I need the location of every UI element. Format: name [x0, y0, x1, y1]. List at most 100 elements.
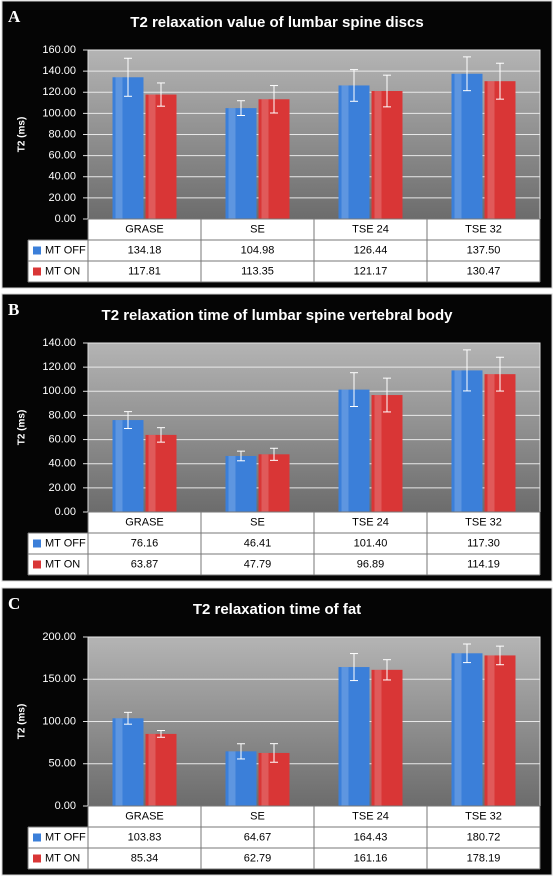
y-axis-title: T2 (ms) — [17, 704, 28, 740]
y-tick-label: 140.00 — [42, 337, 76, 349]
bar — [258, 99, 290, 219]
bar-highlight — [374, 91, 382, 219]
legend-key — [33, 539, 41, 548]
y-tick-label: 0.00 — [55, 213, 76, 225]
y-tick-label: 120.00 — [42, 86, 76, 98]
bar — [338, 85, 370, 219]
bar-highlight — [341, 85, 349, 219]
x-tick-label: SE — [250, 223, 265, 235]
table-value: 103.83 — [128, 831, 162, 843]
bar — [451, 73, 483, 219]
bar — [112, 77, 144, 220]
y-tick-label: 150.00 — [42, 673, 76, 685]
table-value: 178.19 — [467, 852, 501, 864]
bar — [338, 389, 370, 512]
bar — [145, 733, 177, 806]
table-value: 180.72 — [467, 831, 501, 843]
chart-title: T2 relaxation value of lumbar spine disc… — [130, 14, 423, 31]
bar — [225, 751, 257, 806]
x-tick-label: TSE 24 — [352, 516, 389, 528]
y-tick-label: 40.00 — [48, 171, 76, 183]
table-value: 114.19 — [467, 558, 500, 570]
x-tick-label: GRASE — [125, 223, 164, 235]
bar-highlight — [148, 94, 156, 219]
y-tick-label: 20.00 — [48, 192, 76, 204]
y-tick-label: 60.00 — [48, 150, 76, 162]
table-value: 63.87 — [131, 558, 159, 570]
panel-label: C — [8, 594, 20, 613]
y-tick-label: 60.00 — [48, 433, 76, 445]
table-value: 62.79 — [244, 852, 272, 864]
table-value: 130.47 — [467, 265, 501, 277]
bar — [145, 94, 177, 219]
y-tick-label: 140.00 — [42, 65, 76, 77]
bar-highlight — [261, 454, 269, 512]
legend-label: MT ON — [45, 265, 80, 277]
bar-highlight — [115, 718, 123, 806]
bar-highlight — [487, 81, 495, 219]
bar-highlight — [341, 389, 349, 512]
x-tick-label: TSE 24 — [352, 223, 389, 235]
x-tick-label: GRASE — [125, 516, 164, 528]
bar — [338, 667, 370, 806]
y-tick-label: 50.00 — [48, 758, 76, 770]
table-value: 96.89 — [357, 558, 385, 570]
table-value: 137.50 — [467, 244, 501, 256]
table-value: 117.30 — [467, 537, 500, 549]
bar-highlight — [341, 667, 349, 806]
x-tick-label: TSE 32 — [465, 223, 502, 235]
bar-highlight — [115, 420, 123, 512]
table-value: 47.79 — [244, 558, 272, 570]
bar — [484, 655, 516, 806]
y-tick-label: 80.00 — [48, 128, 76, 140]
legend-label: MT OFF — [45, 831, 86, 843]
table-value: 113.35 — [241, 265, 274, 277]
bar — [371, 91, 403, 219]
chart-title: T2 relaxation time of fat — [193, 601, 361, 618]
bar-highlight — [261, 99, 269, 219]
bar-highlight — [454, 370, 462, 512]
table-value: 101.40 — [354, 537, 388, 549]
table-value: 134.18 — [128, 244, 162, 256]
table-value: 161.16 — [354, 852, 388, 864]
bar — [225, 455, 257, 512]
table-value: 104.98 — [241, 244, 275, 256]
table-value: 76.16 — [131, 537, 159, 549]
legend-label: MT ON — [45, 558, 80, 570]
x-tick-label: TSE 32 — [465, 810, 502, 822]
legend-label: MT OFF — [45, 537, 86, 549]
y-tick-label: 100.00 — [42, 715, 76, 727]
bar — [371, 395, 403, 512]
bar — [112, 420, 144, 512]
legend-key — [33, 833, 41, 842]
table-value: 46.41 — [244, 537, 272, 549]
bar-highlight — [374, 669, 382, 806]
panel-label: B — [8, 300, 19, 319]
bar — [451, 653, 483, 806]
y-axis-title: T2 (ms) — [17, 410, 28, 446]
table-value: 126.44 — [354, 244, 388, 256]
x-tick-label: SE — [250, 516, 265, 528]
legend-label: MT OFF — [45, 244, 86, 256]
chart-title: T2 relaxation time of lumbar spine verte… — [102, 307, 454, 324]
y-tick-label: 160.00 — [42, 44, 76, 56]
table-value: 64.67 — [244, 831, 272, 843]
bar-highlight — [148, 434, 156, 512]
y-tick-label: 100.00 — [42, 107, 76, 119]
bar-highlight — [454, 653, 462, 806]
x-tick-label: TSE 32 — [465, 516, 502, 528]
bar — [112, 718, 144, 806]
bar-highlight — [228, 108, 236, 219]
y-tick-label: 100.00 — [42, 385, 76, 397]
bar — [145, 434, 177, 512]
bar-highlight — [454, 73, 462, 219]
x-tick-label: TSE 24 — [352, 810, 389, 822]
x-tick-label: SE — [250, 810, 265, 822]
y-tick-label: 80.00 — [48, 409, 76, 421]
table-value: 121.17 — [354, 265, 388, 277]
bar-highlight — [261, 752, 269, 806]
x-tick-label: GRASE — [125, 810, 164, 822]
y-tick-label: 0.00 — [55, 800, 76, 812]
